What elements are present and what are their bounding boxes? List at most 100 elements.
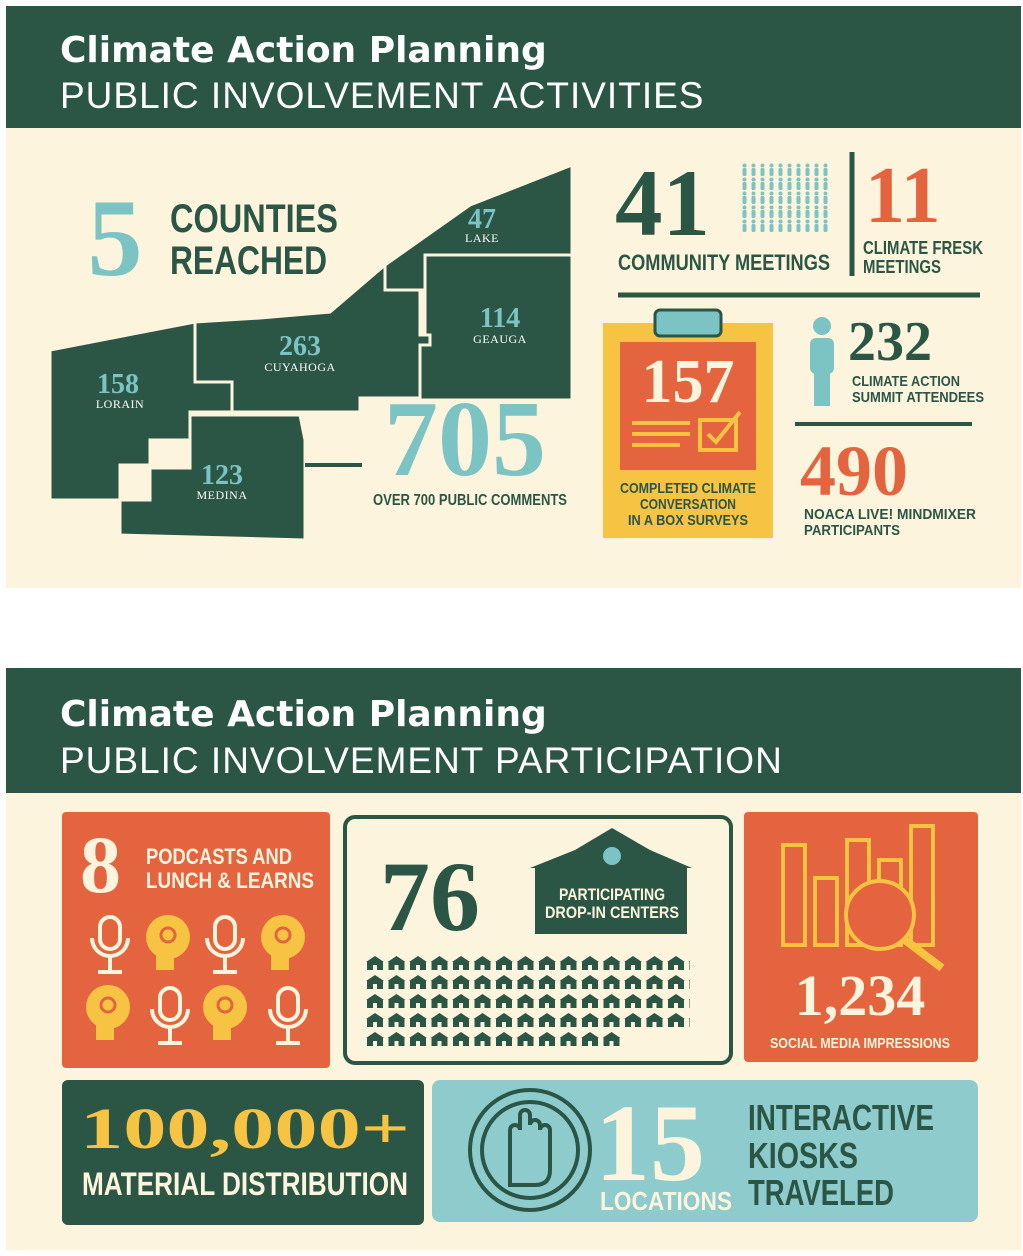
icon-part [814, 370, 830, 406]
subtitle: PUBLIC INVOLVEMENT ACTIVITIES [60, 75, 704, 116]
material-box [62, 1080, 424, 1225]
icon-part [813, 876, 839, 947]
comments-number: 705 [384, 380, 546, 499]
community-label: COMMUNITY MEETINGS [618, 250, 830, 275]
icon-part [909, 824, 935, 947]
county-name: MEDINA [197, 488, 248, 502]
icon-part [276, 986, 300, 1022]
icon-part [158, 986, 182, 1022]
icon-part [216, 996, 234, 1014]
kiosks-label: KIOSKS [748, 1135, 858, 1176]
dropin-label: PARTICIPATING [559, 885, 665, 904]
surveys-label: COMPLETED CLIMATE [620, 480, 756, 497]
icon-part [480, 1100, 580, 1200]
podcasts-label: LUNCH & LEARNS [146, 868, 314, 893]
county-name: GEAUGA [473, 332, 527, 346]
mindmixer-number: 490 [800, 431, 908, 511]
surveys-label: IN A BOX SURVEYS [628, 512, 748, 529]
header-bar [6, 6, 1021, 128]
summit-label: SUMMIT ATTENDEES [852, 389, 984, 406]
icon-part [706, 410, 742, 445]
icon-part [810, 338, 834, 374]
icon-part [90, 915, 308, 1045]
county-value: 47 [468, 204, 496, 235]
material-label: MATERIAL DISTRIBUTION [82, 1166, 408, 1202]
social-number: 1,234 [795, 963, 926, 1028]
icon-part [156, 950, 174, 970]
icon-part [98, 915, 122, 951]
subtitle: PUBLIC INVOLVEMENT PARTICIPATION [60, 740, 783, 781]
mindmixer-label: NOACA LIVE! MINDMIXER [804, 506, 976, 523]
mindmixer-label: PARTICIPANTS [804, 522, 900, 539]
kiosks-unit: LOCATIONS [600, 1186, 732, 1216]
clipboard-clip [653, 308, 723, 338]
bar-chart-icon [781, 824, 945, 972]
counties-label: REACHED [170, 239, 327, 283]
icon-part [86, 915, 305, 1040]
community-number: 41 [615, 150, 710, 256]
icon-part [535, 868, 687, 934]
school-icons [365, 955, 690, 1031]
counties-label: COUNTIES [170, 197, 338, 241]
icon-part [844, 879, 916, 951]
icon-part [213, 1020, 231, 1040]
kiosks-box [432, 1080, 978, 1222]
podcasts-number: 8 [80, 819, 121, 910]
kiosks-label: INTERACTIVE [748, 1097, 934, 1138]
school-icons [365, 1031, 623, 1048]
icon-part [213, 915, 237, 951]
person-icon [810, 317, 834, 406]
county-shape [418, 253, 574, 402]
kiosks-label: TRAVELED [748, 1172, 894, 1213]
fresk-number: 11 [865, 152, 941, 240]
title: Climate Action Planning [60, 694, 547, 735]
icon-part [146, 915, 190, 959]
icon-part [150, 1008, 190, 1045]
header-bar [6, 668, 1021, 793]
kiosks-number: 15 [595, 1082, 705, 1204]
icon-part [271, 950, 289, 970]
checklist [632, 410, 742, 452]
icon-part [99, 926, 292, 1014]
fresk-label: MEETINGS [863, 257, 941, 277]
podcasts-label: PODCASTS AND [146, 844, 292, 869]
hand-icon [468, 1088, 592, 1212]
dropin-number: 76 [380, 841, 480, 952]
icon-part [159, 926, 177, 944]
fresk-label: CLIMATE FRESK [863, 238, 983, 258]
icon-part [468, 1088, 592, 1212]
icon-part [86, 985, 130, 1029]
summit-number: 232 [848, 311, 932, 373]
counties-number: 5 [88, 177, 143, 299]
participation-panel: Climate Action Planning PUBLIC INVOLVEME… [6, 668, 1021, 1250]
comments-label: OVER 700 PUBLIC COMMENTS [373, 492, 567, 509]
county-name: LAKE [465, 231, 499, 245]
icon-part [902, 936, 945, 972]
surveys-label: CONVERSATION [640, 496, 736, 513]
icon-part [96, 1020, 114, 1040]
icon-part [203, 985, 247, 1029]
icon-part [698, 418, 738, 452]
activities-panel: Climate Action Planning PUBLIC INVOLVEME… [6, 6, 1021, 588]
icon-part [781, 843, 807, 947]
county-value: 263 [279, 331, 321, 362]
icon-part [261, 915, 305, 959]
icon-part [603, 847, 621, 865]
county-name: LORAIN [96, 397, 144, 411]
county-value: 114 [480, 303, 520, 334]
icon-part [90, 937, 130, 974]
podcast-icons [86, 915, 308, 1045]
icon-part [508, 1108, 552, 1187]
icon-part [274, 926, 292, 944]
surveys-number: 157 [642, 348, 735, 416]
people-icons [740, 163, 830, 233]
school-icon [530, 828, 692, 934]
county-shape [118, 413, 307, 542]
county-name: CUYAHOGA [264, 360, 335, 374]
title: Climate Action Planning [60, 30, 547, 71]
material-number: 100,000+ [80, 1096, 410, 1161]
icon-part [813, 317, 831, 335]
summit-label: CLIMATE ACTION [852, 373, 960, 390]
social-label: SOCIAL MEDIA IMPRESSIONS [770, 1035, 950, 1052]
